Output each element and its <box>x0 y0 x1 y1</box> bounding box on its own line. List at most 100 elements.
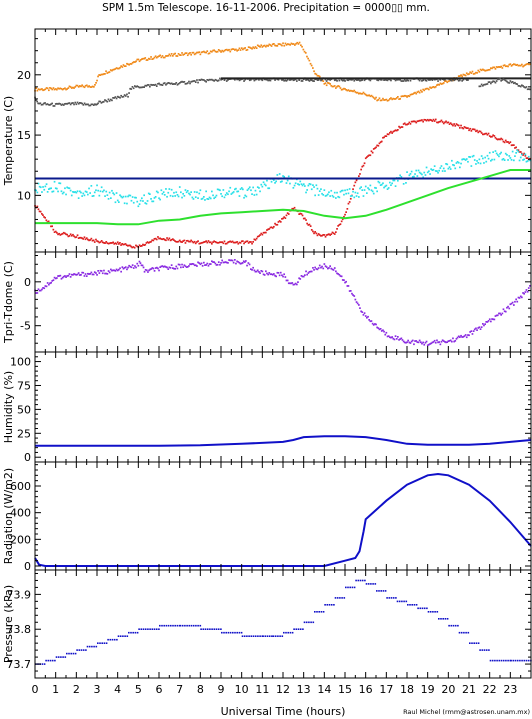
data-point <box>199 242 202 245</box>
data-point <box>298 277 300 280</box>
data-point <box>248 263 251 266</box>
data-point <box>510 81 513 84</box>
pressure-point <box>188 624 191 627</box>
data-point <box>488 81 491 83</box>
data-point <box>136 245 138 248</box>
data-point <box>508 155 511 157</box>
data-point <box>504 152 507 155</box>
data-point <box>456 124 459 126</box>
data-point <box>507 305 509 308</box>
data-point <box>91 103 94 106</box>
data-point <box>75 274 78 276</box>
data-point <box>416 175 419 177</box>
data-point <box>313 186 315 188</box>
data-point <box>484 323 486 325</box>
data-point <box>228 241 230 243</box>
data-point <box>313 232 315 235</box>
y-tick-label: 50 <box>17 403 31 416</box>
data-point <box>134 265 136 267</box>
data-point <box>196 241 198 243</box>
x-tick-label: 22 <box>483 683 497 696</box>
data-point <box>284 217 287 219</box>
data-point <box>216 188 219 191</box>
data-point <box>113 269 116 272</box>
data-point <box>197 51 199 54</box>
data-point <box>484 69 486 72</box>
data-point <box>495 138 498 140</box>
data-point <box>139 245 142 247</box>
data-point <box>51 280 54 282</box>
data-point <box>190 239 192 242</box>
data-point <box>275 275 277 278</box>
data-point <box>448 166 451 168</box>
data-point <box>529 285 531 287</box>
data-point <box>223 49 226 52</box>
data-point <box>152 57 155 60</box>
data-point <box>203 261 205 264</box>
data-point <box>200 262 203 265</box>
x-tick-label: 7 <box>176 683 183 696</box>
pressure-point <box>167 624 170 627</box>
data-point <box>263 44 266 47</box>
pressure-point <box>392 597 395 599</box>
data-point <box>358 304 360 306</box>
data-point <box>432 86 435 88</box>
pressure-point <box>452 624 455 627</box>
data-point <box>294 282 297 285</box>
data-point <box>186 190 189 192</box>
data-point <box>101 272 104 275</box>
data-point <box>422 120 424 123</box>
data-point <box>107 242 110 245</box>
data-point <box>282 78 284 81</box>
data-point <box>163 265 166 268</box>
data-point <box>431 86 434 89</box>
data-point <box>213 49 215 52</box>
data-point <box>242 188 244 191</box>
data-point <box>391 98 393 101</box>
data-point <box>225 192 228 194</box>
data-point <box>432 341 435 343</box>
data-point <box>53 276 56 279</box>
data-point <box>110 197 112 199</box>
data-point <box>492 134 494 137</box>
data-point <box>67 187 70 189</box>
data-point <box>262 181 265 184</box>
data-point <box>214 78 217 81</box>
data-point <box>41 288 43 291</box>
data-point <box>73 235 75 238</box>
data-point <box>222 242 225 245</box>
data-point <box>260 183 263 186</box>
data-point <box>333 85 336 87</box>
data-point <box>479 328 482 330</box>
data-point <box>167 82 170 84</box>
data-point <box>371 322 374 325</box>
data-point <box>53 231 56 233</box>
data-point <box>461 336 463 338</box>
data-point <box>115 192 118 194</box>
pressure-point <box>159 624 161 627</box>
pressure-point <box>396 600 399 603</box>
data-point <box>62 231 65 234</box>
data-point <box>65 193 67 196</box>
data-point <box>206 241 209 244</box>
data-point <box>259 190 261 193</box>
data-point <box>239 262 242 265</box>
data-point <box>527 63 530 66</box>
data-point <box>389 181 391 184</box>
data-point <box>330 233 333 235</box>
data-point <box>116 95 119 98</box>
data-point <box>449 79 452 82</box>
data-point <box>325 194 328 197</box>
data-point <box>354 298 357 301</box>
data-point <box>66 186 68 189</box>
data-point <box>232 241 235 244</box>
data-point <box>216 242 219 244</box>
data-point <box>259 272 261 274</box>
data-point <box>153 238 156 240</box>
data-point <box>76 101 79 104</box>
data-point <box>35 189 37 192</box>
data-point <box>362 314 365 316</box>
data-point <box>303 50 306 53</box>
data-point <box>43 102 45 105</box>
data-point <box>108 191 111 194</box>
